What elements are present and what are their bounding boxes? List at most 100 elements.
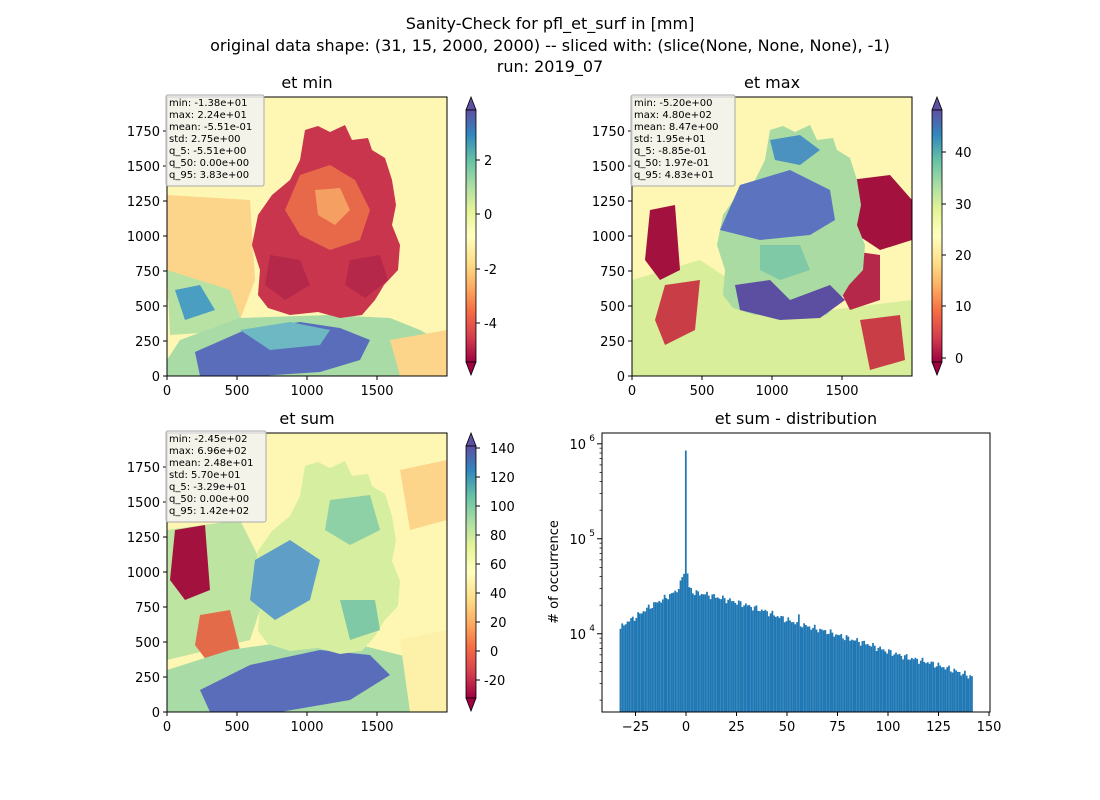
stat-mean: mean: 2.48e+01 — [169, 458, 253, 469]
y-tick-label: 500 — [135, 636, 160, 651]
colorbar-tick-label: 20 — [955, 249, 972, 264]
y-tick-label: 1250 — [127, 531, 160, 546]
stat-std: std: 2.75e+00 — [169, 134, 241, 145]
stat-std: std: 1.95e+01 — [634, 134, 706, 145]
panel-et-sum-distribution: et sum - distribution −25 0 25 50 75 100 125 15… — [547, 409, 1001, 735]
histogram-bar — [722, 595, 724, 712]
histogram-bar — [670, 593, 673, 712]
histogram-bar — [725, 603, 728, 712]
histogram-bar — [865, 644, 867, 712]
histogram-bar — [829, 629, 832, 712]
histogram-bar — [787, 617, 790, 712]
histogram-bar — [801, 627, 804, 712]
histogram-bar — [640, 613, 643, 712]
histogram-bar — [944, 669, 947, 712]
stat-max: max: 4.80e+02 — [634, 110, 712, 121]
histogram-bar — [739, 601, 742, 712]
histogram-bar — [734, 602, 737, 712]
histogram-bar — [835, 634, 837, 712]
histogram-bar — [785, 621, 788, 712]
histogram-bar — [960, 675, 963, 712]
histogram-bar — [790, 622, 793, 712]
histogram-bar — [926, 662, 929, 712]
histogram-bar — [723, 598, 726, 712]
histogram-bar — [884, 651, 887, 712]
histogram-bar — [729, 598, 731, 712]
stats-box: min: -5.20e+00 max: 4.80e+02 mean: 8.47e… — [630, 94, 736, 187]
y-tick-label: 1000 — [127, 230, 160, 245]
x-tick-label: 1000 — [290, 720, 323, 735]
histogram-bar — [656, 602, 659, 712]
histogram-bar — [905, 654, 908, 712]
histogram-bar — [713, 594, 715, 712]
histogram-bar — [925, 663, 927, 712]
y-tick-label: 500 — [135, 300, 160, 315]
histogram-bar — [847, 636, 850, 712]
histogram-bar — [755, 605, 758, 712]
histogram-bar — [861, 641, 864, 712]
histogram-bar — [803, 623, 806, 712]
histogram-bar — [935, 666, 938, 712]
histogram-bar — [806, 626, 809, 712]
x-tick-label: 1000 — [290, 384, 323, 399]
histogram-bar — [759, 611, 761, 712]
histogram-bar — [764, 609, 767, 712]
histogram-bar — [852, 640, 855, 712]
histogram-bar — [639, 613, 641, 712]
colorbar-tick-label: 120 — [490, 471, 515, 486]
histogram-bar — [833, 636, 836, 712]
stat-q50: q_50: 0.00e+00 — [169, 494, 249, 505]
y-tick-label: 0 — [152, 370, 160, 385]
histogram-bar — [769, 613, 772, 712]
histogram-bar — [969, 675, 972, 712]
histogram-bar — [842, 638, 844, 712]
y-axis: 0 250 500 750 1000 1250 1500 1750 — [127, 461, 167, 721]
y-tick-label: 500 — [600, 300, 625, 315]
histogram-bar — [737, 600, 740, 712]
histogram-bar — [753, 606, 756, 712]
histogram-bar — [912, 659, 915, 712]
stat-q5: q_5: -5.51e+00 — [169, 146, 246, 157]
histogram-bar — [880, 649, 883, 712]
y-tick-label: 10 — [569, 438, 586, 453]
x-tick-label: 125 — [926, 720, 951, 735]
y-axis-label: # of occurrence — [547, 520, 562, 624]
histogram-bar — [964, 670, 966, 712]
panel-et-min: et min 0 500 1000 1500 0 — [127, 73, 497, 399]
histogram-bar — [889, 650, 892, 712]
histogram-bar — [794, 624, 797, 712]
colorbar-tick-label: 0 — [955, 352, 963, 367]
histogram-bar — [746, 605, 749, 712]
histogram-bar — [921, 657, 924, 712]
histogram-bar — [967, 678, 970, 712]
histogram-bar — [955, 670, 957, 712]
histogram-bar — [646, 607, 648, 712]
histogram-bar — [958, 672, 961, 712]
histogram-bar — [635, 617, 638, 712]
histogram-bar — [695, 590, 698, 712]
histogram-bar — [819, 628, 821, 712]
panel-title: et sum — [279, 409, 334, 428]
y-axis: 0 250 500 750 1000 1250 1500 1750 — [127, 125, 167, 385]
histogram-bar — [850, 639, 853, 712]
stat-q5: q_5: -3.29e+01 — [169, 482, 246, 493]
x-tick-label: 1500 — [825, 384, 858, 399]
panel-title: et sum - distribution — [715, 409, 877, 428]
histogram-bar — [718, 598, 721, 712]
histogram-bar — [907, 659, 910, 712]
histogram-bar — [684, 450, 687, 712]
stat-min: min: -1.38e+01 — [169, 98, 248, 109]
y-tick-exponent: 6 — [589, 434, 595, 444]
histogram-bar — [697, 591, 700, 712]
x-tick-label: 1500 — [360, 720, 393, 735]
histogram-bar — [665, 598, 668, 712]
histogram-bar — [971, 676, 973, 712]
colorbar-tick-label: 100 — [490, 500, 515, 515]
histogram-bar — [858, 641, 860, 712]
colorbar-tick-label: 2 — [484, 154, 492, 169]
histogram-bar — [767, 616, 770, 712]
y-tick-label: 0 — [617, 370, 625, 385]
histogram-bar — [691, 593, 694, 712]
colorbar-tick-label: 140 — [490, 442, 515, 457]
histogram-bar — [838, 635, 841, 712]
